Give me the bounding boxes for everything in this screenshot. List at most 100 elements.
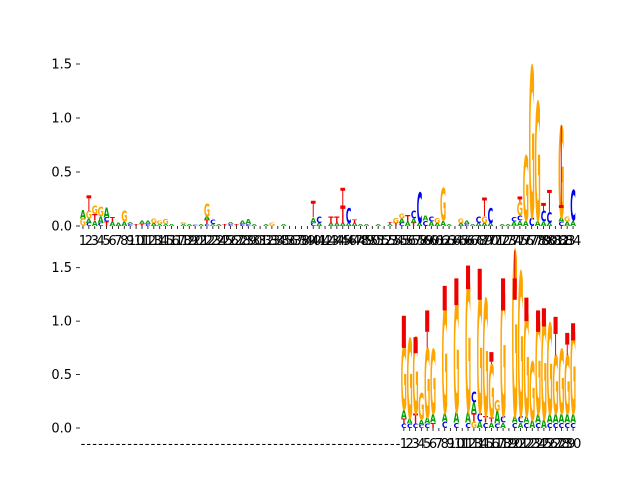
gap-label: - xyxy=(320,437,325,452)
logo-letter-A: A xyxy=(529,420,535,431)
x-tick-label: 19 xyxy=(501,437,518,452)
gap-label: - xyxy=(337,437,342,452)
logo-letter-C: C xyxy=(145,224,151,227)
gap-label: - xyxy=(145,437,150,452)
logo-letter-T: T xyxy=(401,417,406,426)
logo-letter-A: A xyxy=(535,219,541,228)
logo-letter-A: A xyxy=(405,221,412,228)
logo-letter-A: A xyxy=(86,218,93,225)
x-tick-label: 14 xyxy=(471,437,488,452)
logo-letter-A: A xyxy=(145,220,151,225)
logo-letter-G: G xyxy=(424,328,430,439)
x-tick-label: 75 xyxy=(512,234,529,249)
error-bar xyxy=(401,315,406,348)
error-bar xyxy=(482,197,487,201)
logo-letter-G: G xyxy=(471,419,477,430)
logo-letter-A: A xyxy=(559,413,565,426)
logo-letter-A: A xyxy=(470,224,477,227)
logo-letter-T: T xyxy=(334,214,339,225)
x-tick-label: 72 xyxy=(494,234,511,249)
x-tick-label: 20 xyxy=(506,437,523,452)
logo-letter-A: A xyxy=(494,408,500,429)
logo-letter-G: G xyxy=(553,341,559,434)
x-tick-label: 13 xyxy=(146,234,163,249)
x-tick-label: 82 xyxy=(553,234,570,249)
x-tick-label: 5 xyxy=(423,437,431,452)
logo-letter-T: T xyxy=(92,212,97,223)
x-tick-label: 50 xyxy=(364,234,381,249)
gap-label: - xyxy=(151,437,156,452)
x-tick-label: 12 xyxy=(140,234,157,249)
logo-letter-C: C xyxy=(570,183,576,232)
logo-letter-A: A xyxy=(352,222,358,227)
logo-letter-G: G xyxy=(523,282,529,451)
x-tick-label: 81 xyxy=(547,234,564,249)
y-tick-label: 1.0 xyxy=(51,315,72,330)
logo-letter-A: A xyxy=(216,224,223,227)
gap-label: - xyxy=(139,437,144,452)
gap-label: - xyxy=(273,437,278,452)
gap-label: - xyxy=(261,437,266,452)
x-tick-label: 7 xyxy=(114,234,122,249)
x-tick-label: 51 xyxy=(370,234,387,249)
logo-letter-T: T xyxy=(139,224,144,227)
logo-letter-G: G xyxy=(529,347,535,440)
x-tick-label: 7 xyxy=(435,437,443,452)
logo-letter-C: C xyxy=(494,423,500,430)
logo-letter-C: C xyxy=(565,421,570,430)
logo-letter-T: T xyxy=(104,221,110,228)
logo-letter-A: A xyxy=(499,224,506,227)
logo-letter-G: G xyxy=(477,263,483,451)
logo-letter-C: C xyxy=(401,423,407,430)
gap-label: - xyxy=(279,437,284,452)
logo-letter-G: G xyxy=(488,351,494,435)
logo-letter-G: G xyxy=(180,222,187,225)
logo-letter-A: A xyxy=(523,219,529,228)
logo-letter-C: C xyxy=(424,423,430,430)
x-tick-label: 15 xyxy=(157,234,174,249)
gap-label: - xyxy=(127,437,132,452)
x-tick-label: 16 xyxy=(483,437,500,452)
logo-letter-A: A xyxy=(505,224,512,227)
gap-label: - xyxy=(343,437,348,452)
logo-letter-A: A xyxy=(541,221,548,228)
logo-letter-A: A xyxy=(198,224,205,227)
logo-letter-A: A xyxy=(363,224,370,227)
x-tick-label: 32 xyxy=(258,234,275,249)
top-logo-chart: 0.00.51.01.51GA2CAG3ATG4CAG5TCA6AT7A8AG9… xyxy=(51,25,581,267)
logo-letter-A: A xyxy=(500,421,506,430)
x-tick-label: 30 xyxy=(565,437,582,452)
x-tick-label: 20 xyxy=(187,234,204,249)
gap-label: - xyxy=(162,437,167,452)
logo-letter-A: A xyxy=(476,222,482,227)
logo-letter-C: C xyxy=(310,222,316,227)
logo-letter-A: A xyxy=(453,409,459,427)
gap-label: - xyxy=(256,437,261,452)
logo-letter-G: G xyxy=(157,220,163,225)
gap-label: - xyxy=(174,437,179,452)
logo-letter-A: A xyxy=(477,419,483,430)
logo-letter-C: C xyxy=(127,224,133,227)
logo-letter-A: A xyxy=(430,413,436,426)
gap-label: - xyxy=(209,437,214,452)
x-tick-label: 55 xyxy=(394,234,411,249)
gap-label: - xyxy=(291,437,296,452)
x-tick-label: 9 xyxy=(446,437,454,452)
logo-letter-G: G xyxy=(481,214,487,225)
error-bar xyxy=(547,189,552,193)
error-bar xyxy=(501,278,506,311)
logo-letter-G: G xyxy=(151,218,158,225)
logo-letter-G: G xyxy=(86,210,92,221)
error-bar xyxy=(310,200,316,204)
gap-label: - xyxy=(110,437,115,452)
logo-letter-A: A xyxy=(239,220,245,225)
error-bar xyxy=(571,323,576,341)
x-tick-label: 76 xyxy=(518,234,535,249)
x-tick-label: 23 xyxy=(524,437,541,452)
logo-letter-A: A xyxy=(428,221,435,228)
logo-letter-G: G xyxy=(92,205,98,218)
logo-letter-C: C xyxy=(411,210,417,221)
logo-letter-C: C xyxy=(399,222,405,227)
y-tick-label: 0.0 xyxy=(51,220,72,235)
x-tick-label: 29 xyxy=(240,234,257,249)
